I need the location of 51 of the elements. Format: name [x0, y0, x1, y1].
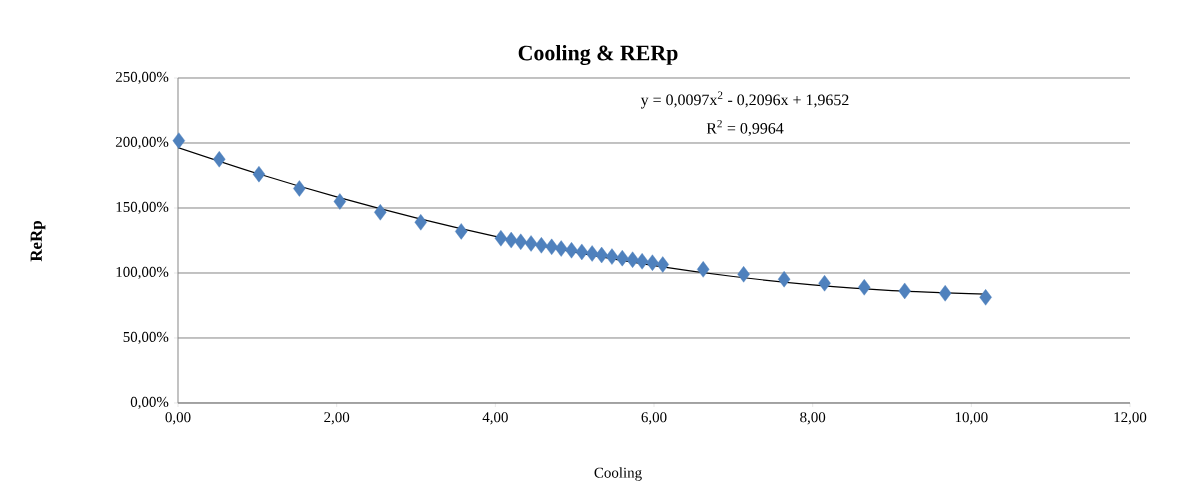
annotation: y = 0,0097x$^{2}$ - 0,2096x + 1,9652 [640, 91, 849, 109]
point [414, 214, 427, 231]
x-tick-label: 12,00 [1114, 412, 1147, 425]
x-tick-label: 6,00 [641, 412, 667, 425]
point [545, 238, 558, 256]
point [595, 246, 608, 264]
y-tick-label: 150,00% [116, 201, 169, 215]
point [635, 253, 649, 270]
point [979, 289, 992, 306]
y-tick-label: 50,00% [123, 331, 169, 345]
annotation: R$^{2}$ = 0,9964 [706, 119, 784, 137]
point [605, 248, 619, 265]
point [455, 223, 468, 240]
point [697, 261, 710, 278]
point [626, 251, 639, 268]
point [575, 243, 589, 261]
point [172, 132, 185, 149]
x-tick-label: 10,00 [955, 412, 988, 425]
x-tick-label: 2,00 [324, 412, 350, 425]
point [494, 230, 508, 247]
point [818, 275, 831, 292]
chart-title: Cooling & RERp [518, 44, 678, 66]
y-tick-label: 100,00% [116, 266, 169, 280]
y-tick-label: 250,00% [115, 71, 169, 85]
point [565, 242, 578, 259]
point [554, 240, 568, 257]
x-tick-label: 8,00 [800, 412, 826, 425]
point [938, 285, 952, 302]
point [213, 151, 226, 168]
point [505, 231, 518, 249]
point [374, 204, 387, 221]
point [514, 233, 527, 250]
point [858, 279, 871, 296]
point [737, 266, 750, 283]
point [333, 193, 347, 210]
y-axis-title: ReRp [30, 220, 46, 262]
point [535, 237, 548, 254]
point [646, 254, 659, 271]
x-tick-label: 0,00 [165, 412, 191, 425]
point [656, 256, 669, 273]
y-tick-label: 200,00% [115, 136, 169, 150]
point [293, 180, 306, 197]
point [898, 282, 911, 300]
point [252, 165, 266, 183]
y-tick-label: 0,00% [130, 396, 169, 410]
x-tick-label: 4,00 [482, 412, 508, 425]
x-axis-title: Cooling [594, 467, 642, 481]
point [616, 249, 629, 267]
point [585, 245, 599, 262]
point [777, 271, 791, 288]
point [524, 235, 538, 252]
